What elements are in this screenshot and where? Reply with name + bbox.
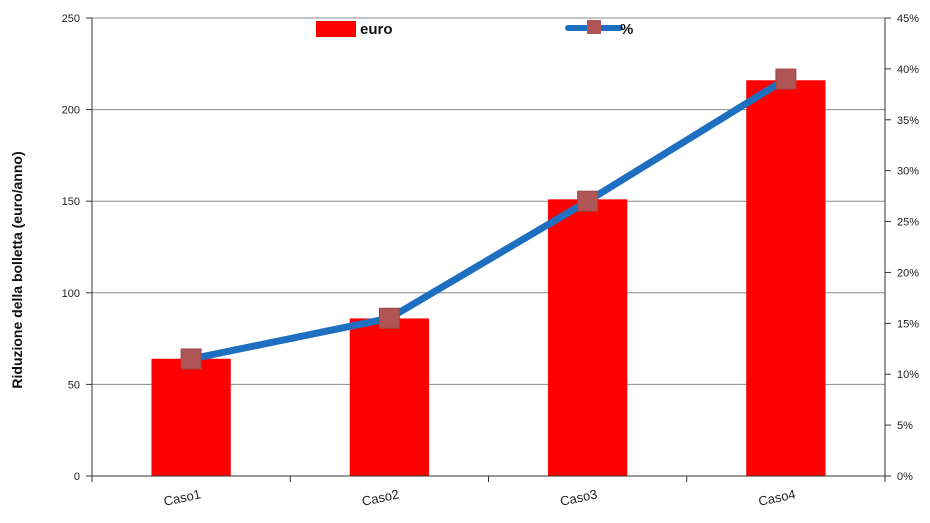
legend-percent-marker (587, 20, 601, 34)
y-axis-label: Riduzione della bolletta (euro/anno) (9, 151, 25, 388)
left-axis-ticks: 0 50 100 150 200 250 (62, 13, 92, 483)
percent-line (180, 68, 797, 370)
axes (91, 18, 886, 482)
y2-tick-label: 25% (897, 217, 919, 229)
y-tick-label: 250 (62, 13, 80, 25)
percent-marker-caso4 (775, 68, 797, 90)
percent-marker-caso2 (378, 307, 400, 329)
percent-marker-caso1 (180, 348, 202, 370)
bar-caso4 (746, 80, 826, 477)
percent-series-line (187, 75, 790, 363)
y-tick-label: 50 (68, 379, 80, 391)
bar-caso3 (547, 199, 628, 477)
y-tick-label: 0 (74, 471, 80, 483)
y-tick-label: 150 (62, 196, 80, 208)
y2-tick-label: 40% (897, 64, 919, 76)
bars (151, 80, 826, 477)
bar-caso1 (151, 358, 231, 476)
y2-tick-label: 10% (897, 369, 919, 381)
y2-tick-label: 5% (897, 420, 913, 432)
bar-caso2 (349, 318, 430, 476)
category-labels: Caso1 Caso2 Caso3 Caso4 (162, 486, 797, 508)
y2-tick-label: 15% (897, 318, 919, 330)
legend-euro-swatch (316, 21, 356, 37)
legend-percent-label: % (620, 21, 633, 38)
category-label: Caso2 (361, 486, 401, 508)
category-label: Caso1 (162, 486, 202, 508)
legend: euro % (316, 20, 633, 38)
y2-tick-label: 45% (897, 13, 919, 25)
y2-tick-label: 35% (897, 115, 919, 127)
category-label: Caso3 (559, 486, 599, 508)
y2-tick-label: 0% (897, 471, 913, 483)
y-tick-label: 100 (62, 288, 80, 300)
y2-tick-label: 30% (897, 166, 919, 178)
category-label: Caso4 (757, 486, 797, 508)
right-axis-ticks: 0% 5% 10% 15% 20% 25% 30% 35% 40% 45% (885, 13, 919, 483)
y-tick-label: 200 (62, 105, 80, 117)
y2-tick-label: 20% (897, 267, 919, 279)
legend-euro-label: euro (360, 21, 393, 38)
percent-marker-caso3 (577, 190, 599, 212)
